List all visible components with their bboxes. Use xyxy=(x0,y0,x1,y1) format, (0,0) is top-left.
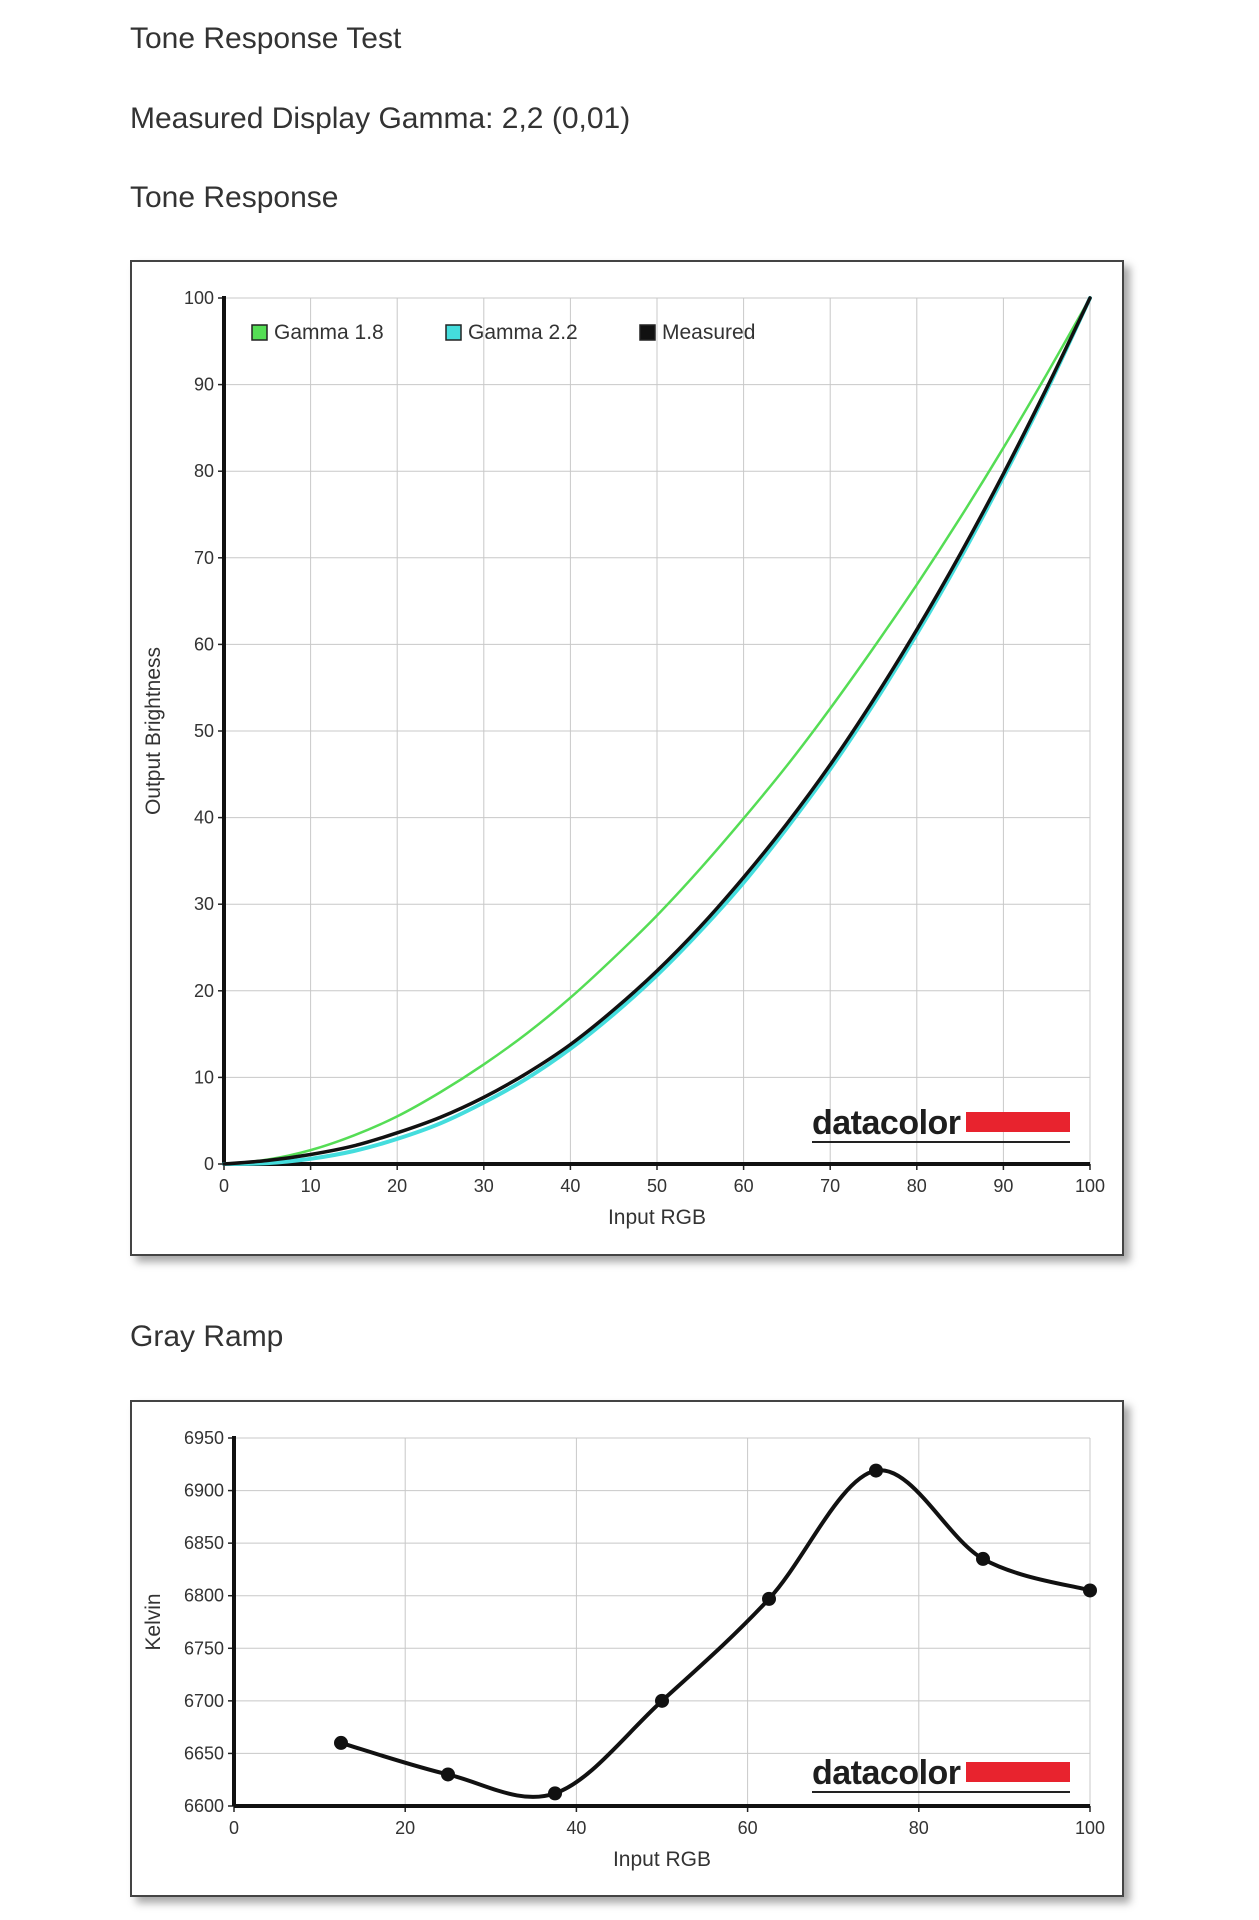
y-tick-label: 40 xyxy=(194,808,214,828)
legend-label-2: Measured xyxy=(662,321,755,344)
legend-swatch-1 xyxy=(445,324,462,341)
page-title: Tone Response Test xyxy=(130,22,402,55)
series-line-0 xyxy=(222,296,1092,1166)
x-tick-label: 70 xyxy=(820,1176,840,1196)
x-tick-label: 50 xyxy=(647,1176,667,1196)
x-axis-label: Input RGB xyxy=(608,1206,706,1229)
x-tick-label: 90 xyxy=(993,1176,1013,1196)
gray-ramp-chart: 0 20 40 60 80 100 6600 6650 6700 6750 6800 6850 6900… xyxy=(142,1428,1105,1871)
data-point xyxy=(655,1693,669,1708)
datacolor-logo: datacolor xyxy=(812,1754,961,1792)
series-line-1 xyxy=(222,296,1092,1166)
tone-response-heading: Tone Response xyxy=(130,181,339,214)
x-tick-label: 20 xyxy=(387,1176,407,1196)
kelvin-series-line xyxy=(340,1468,1091,1799)
y-axis-label: Kelvin xyxy=(142,1593,165,1650)
x-tick-label: 10 xyxy=(301,1176,321,1196)
y-tick-label: 6750 xyxy=(184,1638,224,1658)
x-tick-label: 40 xyxy=(560,1176,580,1196)
legend-label-0: Gamma 1.8 xyxy=(274,321,384,344)
y-tick-label: 70 xyxy=(194,548,214,568)
series-line-2 xyxy=(222,296,1092,1166)
y-tick-label: 6700 xyxy=(184,1691,224,1711)
datacolor-logo-bar xyxy=(966,1762,1070,1782)
legend-swatch-2 xyxy=(639,324,656,341)
tone-response-chart: 0 10 20 30 40 50 60 70 80 90 100 0 10 20 30 40 50 60 70 80 9… xyxy=(142,288,1105,1229)
x-tick-label: 100 xyxy=(1075,1176,1105,1196)
tone-response-chart-panel: 0 10 20 30 40 50 60 70 80 90 100 0 10 20 30 40 50 60 70 80 9… xyxy=(130,260,1124,1256)
data-point xyxy=(548,1786,562,1801)
data-point xyxy=(334,1735,348,1750)
data-point xyxy=(1083,1583,1097,1598)
y-tick-label: 6850 xyxy=(184,1533,224,1553)
x-tick-label: 80 xyxy=(909,1818,929,1838)
y-tick-label: 100 xyxy=(184,288,214,308)
x-tick-label: 30 xyxy=(474,1176,494,1196)
x-tick-label: 0 xyxy=(229,1818,239,1838)
y-tick-label: 6950 xyxy=(184,1428,224,1448)
y-tick-label: 0 xyxy=(204,1154,214,1174)
data-point xyxy=(976,1551,990,1566)
x-tick-label: 100 xyxy=(1075,1818,1105,1838)
data-point xyxy=(441,1767,455,1782)
y-tick-label: 20 xyxy=(194,981,214,1001)
x-tick-label: 60 xyxy=(734,1176,754,1196)
x-tick-label: 80 xyxy=(907,1176,927,1196)
gray-ramp-heading: Gray Ramp xyxy=(130,1320,284,1353)
x-tick-label: 0 xyxy=(219,1176,229,1196)
data-point xyxy=(762,1591,776,1606)
y-tick-label: 80 xyxy=(194,461,214,481)
y-tick-label: 6800 xyxy=(184,1586,224,1606)
y-tick-label: 30 xyxy=(194,894,214,914)
x-tick-label: 40 xyxy=(566,1818,586,1838)
y-tick-label: 6650 xyxy=(184,1743,224,1763)
y-tick-label: 6600 xyxy=(184,1796,224,1816)
y-axis-label: Output Brightness xyxy=(142,647,165,815)
y-tick-label: 90 xyxy=(194,375,214,395)
measured-gamma-text: Measured Display Gamma: 2,2 (0,01) xyxy=(130,102,631,135)
gray-ramp-chart-panel: 0 20 40 60 80 100 6600 6650 6700 6750 6800 6850 6900… xyxy=(130,1400,1124,1897)
data-point xyxy=(869,1463,883,1478)
y-tick-label: 6900 xyxy=(184,1481,224,1501)
y-tick-label: 10 xyxy=(194,1067,214,1087)
y-tick-label: 60 xyxy=(194,634,214,654)
datacolor-logo: datacolor xyxy=(812,1104,961,1142)
datacolor-logo-bar xyxy=(966,1112,1070,1132)
legend-label-1: Gamma 2.2 xyxy=(468,321,578,344)
legend-swatch-0 xyxy=(251,324,268,341)
y-tick-label: 50 xyxy=(194,721,214,741)
x-tick-label: 20 xyxy=(395,1818,415,1838)
x-tick-label: 60 xyxy=(738,1818,758,1838)
x-axis-label: Input RGB xyxy=(613,1848,711,1871)
